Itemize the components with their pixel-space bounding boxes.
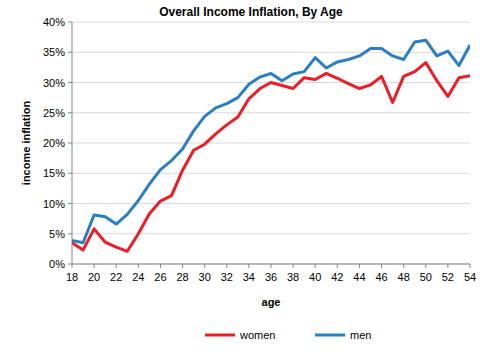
legend: women men: [205, 329, 371, 341]
y-tick-label: 40%: [43, 16, 65, 28]
grid: [72, 22, 470, 264]
x-tick: [447, 264, 448, 268]
y-tick: [68, 52, 72, 53]
x-tick: [315, 264, 316, 268]
x-tick-label: 36: [265, 271, 277, 283]
y-tick-label: 30%: [43, 77, 65, 89]
x-tick: [470, 264, 471, 268]
x-tick: [182, 264, 183, 268]
x-tick: [138, 264, 139, 268]
y-tick-label: 20%: [43, 137, 65, 149]
x-tick-label: 44: [353, 271, 365, 283]
x-tick: [94, 264, 95, 268]
x-tick-label: 52: [442, 271, 454, 283]
x-tick: [337, 264, 338, 268]
x-tick-label: 20: [88, 271, 100, 283]
y-tick: [68, 82, 72, 83]
x-tick: [72, 264, 73, 268]
x-tick: [248, 264, 249, 268]
grid-line: [72, 233, 470, 234]
y-tick: [68, 203, 72, 204]
grid-line: [72, 112, 470, 113]
y-tick-label: 25%: [43, 107, 65, 119]
y-tick: [68, 112, 72, 113]
x-tick-label: 40: [309, 271, 321, 283]
x-tick-label: 54: [464, 271, 476, 283]
x-tick: [271, 264, 272, 268]
title: Overall Income Inflation, By Age: [159, 5, 343, 19]
legend-label: men: [350, 329, 371, 341]
grid-line: [72, 22, 470, 23]
x-axis: [72, 264, 470, 265]
y-tick: [68, 233, 72, 234]
x-tick: [293, 264, 294, 268]
series-line: [72, 40, 470, 243]
legend-swatch: [315, 334, 345, 337]
y-tick: [68, 264, 72, 265]
x-tick: [160, 264, 161, 268]
x-tick: [116, 264, 117, 268]
y-tick: [68, 143, 72, 144]
x-tick-label: 48: [398, 271, 410, 283]
y-axis: [72, 22, 73, 264]
y-tick-label: 0%: [49, 258, 65, 270]
y-tick-label: 10%: [43, 198, 65, 210]
plot-area: [72, 40, 470, 251]
x-tick-label: 28: [176, 271, 188, 283]
x-tick-label: 42: [331, 271, 343, 283]
grid-line: [72, 143, 470, 144]
x-tick-label: 26: [154, 271, 166, 283]
series-line: [72, 63, 470, 252]
x-tick: [359, 264, 360, 268]
x-tick-label: 46: [375, 271, 387, 283]
legend-label: women: [239, 329, 275, 341]
y-tick-label: 5%: [49, 228, 65, 240]
x-tick: [425, 264, 426, 268]
x-tick-label: 18: [66, 271, 78, 283]
x-tick-label: 22: [110, 271, 122, 283]
y-tick-label: 35%: [43, 46, 65, 58]
x-tick-label: 34: [243, 271, 255, 283]
x-tick: [403, 264, 404, 268]
x-tick-label: 30: [199, 271, 211, 283]
grid-line: [72, 173, 470, 174]
y-tick: [68, 173, 72, 174]
x-tick: [226, 264, 227, 268]
x-tick-label: 32: [221, 271, 233, 283]
chart: Overall Income Inflation, By Age 0% 5% 10% 1…: [0, 0, 484, 358]
legend-swatch: [205, 334, 235, 337]
grid-line: [72, 52, 470, 53]
y-tick: [68, 22, 72, 23]
x-tick-label: 24: [132, 271, 144, 283]
x-tick: [204, 264, 205, 268]
x-tick-label: 38: [287, 271, 299, 283]
y-axis-label: income inflation: [20, 101, 32, 186]
x-tick-label: 50: [420, 271, 432, 283]
x-axis-label: age: [262, 296, 281, 308]
x-tick: [381, 264, 382, 268]
grid-line: [72, 264, 470, 265]
y-tick-label: 15%: [43, 167, 65, 179]
grid-line: [72, 203, 470, 204]
